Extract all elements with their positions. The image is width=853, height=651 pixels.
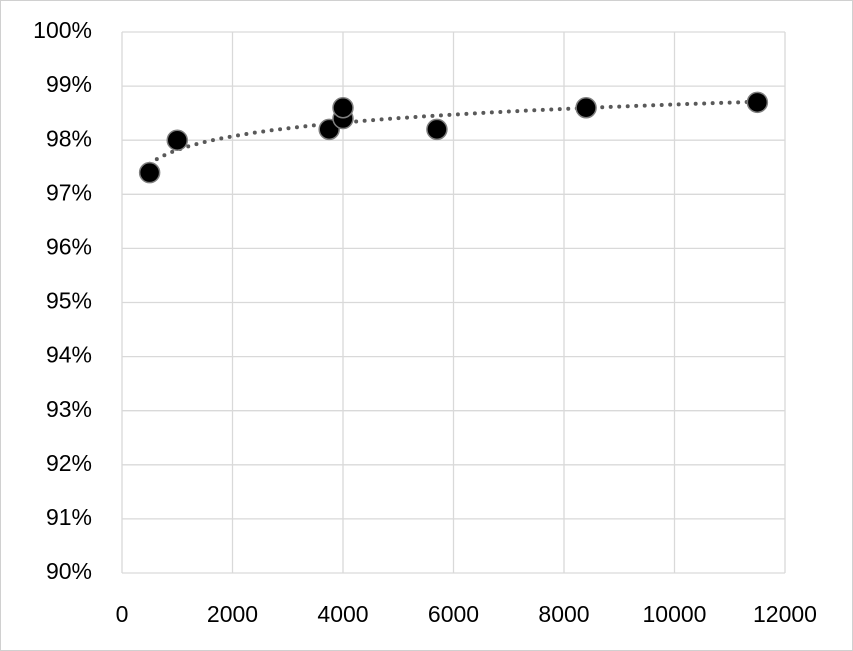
y-tick-label: 95% — [46, 288, 92, 314]
y-tick-label: 98% — [46, 125, 92, 151]
x-tick-label: 10000 — [643, 601, 707, 627]
point — [138, 161, 161, 184]
x-tick-label: 8000 — [538, 601, 589, 627]
x-tick-label: 6000 — [428, 601, 479, 627]
x-tick-label: 2000 — [207, 601, 258, 627]
point — [426, 118, 448, 141]
x-tick-label: 4000 — [317, 601, 368, 627]
point — [575, 96, 597, 119]
y-tick-label: 90% — [46, 558, 92, 584]
y-tick-label: 96% — [46, 233, 92, 259]
x-tick-label: 12000 — [753, 601, 817, 627]
point — [332, 96, 354, 119]
y-tick-label: 99% — [46, 71, 92, 97]
y-tick-label: 92% — [46, 450, 92, 476]
y-tick-label: 100% — [33, 17, 92, 43]
y-tick-label: 94% — [46, 342, 92, 368]
y-tick-label: 93% — [46, 396, 92, 422]
point — [746, 91, 769, 114]
y-tick-label: 91% — [46, 504, 92, 530]
x-tick-label: 0 — [116, 601, 129, 627]
point — [166, 129, 188, 151]
y-tick-label: 97% — [46, 179, 92, 205]
